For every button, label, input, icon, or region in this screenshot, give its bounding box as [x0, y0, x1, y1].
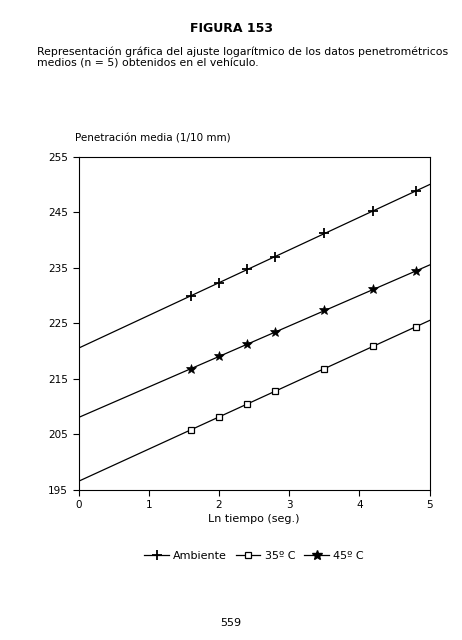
Text: medios (n = 5) obtenidos en el vehículo.: medios (n = 5) obtenidos en el vehículo. — [37, 59, 259, 69]
Text: Penetración media (1/10 mm): Penetración media (1/10 mm) — [75, 134, 231, 143]
Text: FIGURA 153: FIGURA 153 — [189, 22, 273, 35]
X-axis label: Ln tiempo (seg.): Ln tiempo (seg.) — [208, 514, 300, 524]
Text: 559: 559 — [220, 618, 242, 628]
Text: Representación gráfica del ajuste logarítmico de los datos penetrométricos: Representación gráfica del ajuste logarí… — [37, 46, 448, 56]
Legend: Ambiente, 35º C, 45º C: Ambiente, 35º C, 45º C — [140, 547, 368, 566]
